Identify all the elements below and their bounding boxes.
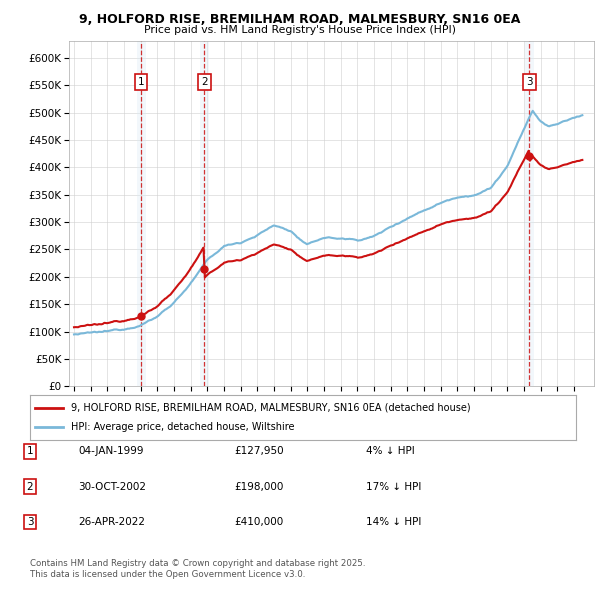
Text: £410,000: £410,000 [234,517,283,527]
Text: £127,950: £127,950 [234,447,284,456]
Text: HPI: Average price, detached house, Wiltshire: HPI: Average price, detached house, Wilt… [71,422,295,432]
Text: £198,000: £198,000 [234,482,283,491]
Text: 9, HOLFORD RISE, BREMILHAM ROAD, MALMESBURY, SN16 0EA: 9, HOLFORD RISE, BREMILHAM ROAD, MALMESB… [79,13,521,26]
Bar [200,41,209,386]
Text: 17% ↓ HPI: 17% ↓ HPI [366,482,421,491]
Text: 4% ↓ HPI: 4% ↓ HPI [366,447,415,456]
Text: 3: 3 [26,517,34,527]
Text: 1: 1 [138,77,145,87]
Text: 04-JAN-1999: 04-JAN-1999 [78,447,143,456]
Text: 3: 3 [526,77,533,87]
Text: 1: 1 [26,447,34,456]
Text: 30-OCT-2002: 30-OCT-2002 [78,482,146,491]
Text: 2: 2 [26,482,34,491]
Bar [137,41,146,386]
Text: 14% ↓ HPI: 14% ↓ HPI [366,517,421,527]
Text: 26-APR-2022: 26-APR-2022 [78,517,145,527]
Text: This data is licensed under the Open Government Licence v3.0.: This data is licensed under the Open Gov… [30,571,305,579]
Text: Contains HM Land Registry data © Crown copyright and database right 2025.: Contains HM Land Registry data © Crown c… [30,559,365,568]
Bar [525,41,534,386]
Text: 2: 2 [201,77,208,87]
Text: 9, HOLFORD RISE, BREMILHAM ROAD, MALMESBURY, SN16 0EA (detached house): 9, HOLFORD RISE, BREMILHAM ROAD, MALMESB… [71,403,470,412]
Text: Price paid vs. HM Land Registry's House Price Index (HPI): Price paid vs. HM Land Registry's House … [144,25,456,35]
